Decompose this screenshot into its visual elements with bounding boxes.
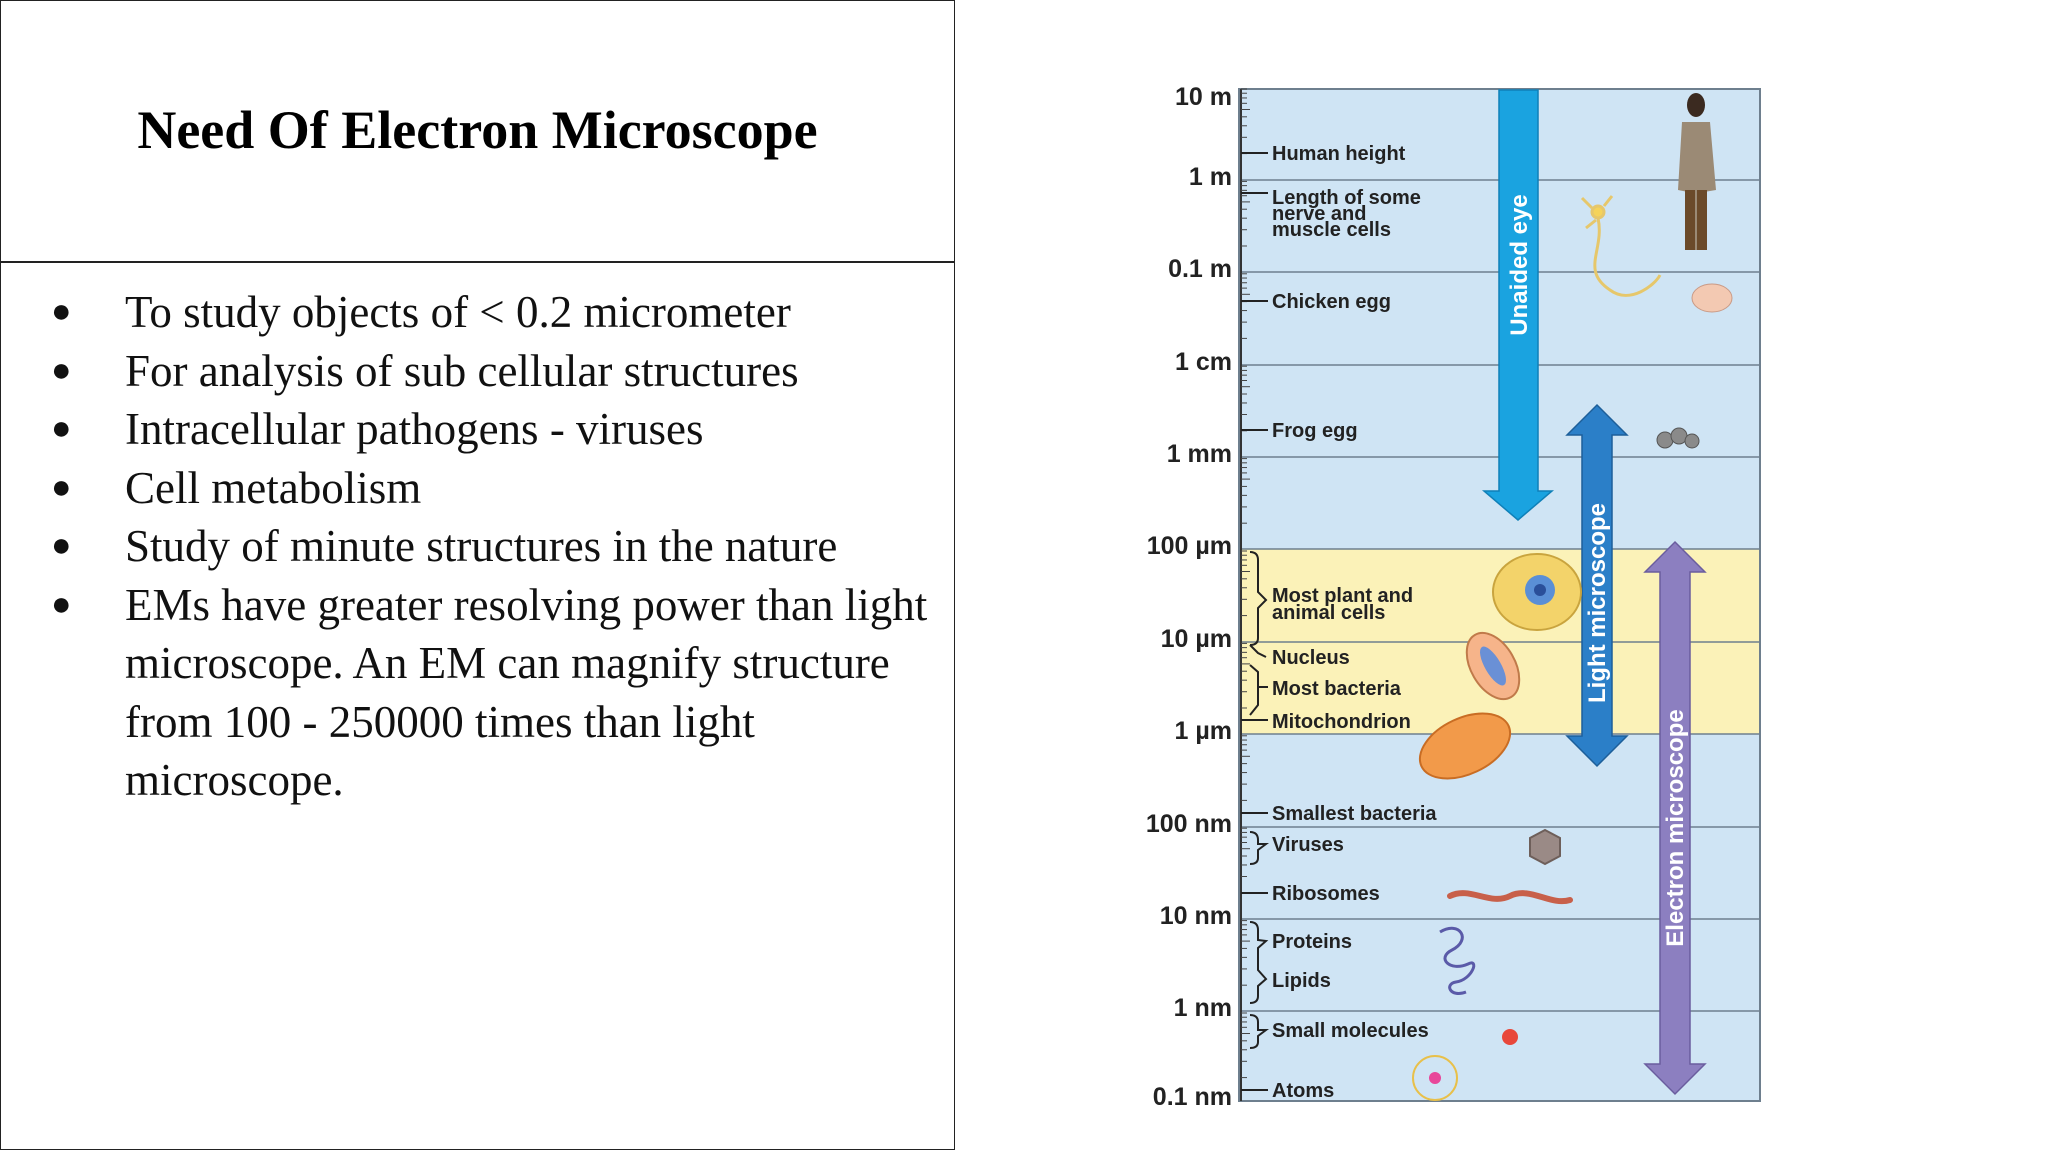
scale-label: 1 m (1189, 163, 1232, 191)
bullet-icon: ● (51, 468, 72, 506)
bullet-icon: ● (51, 351, 72, 389)
frog-egg-icon (1656, 427, 1700, 449)
small-molecule-icon (1502, 1029, 1518, 1045)
item-label: muscle cells (1272, 219, 1391, 241)
item-label: Nucleus (1272, 647, 1350, 669)
bullet-text: To study objects of < 0.2 micrometer (125, 287, 791, 337)
mitochondrion-icon (1418, 712, 1512, 780)
item-label: Smallest bacteria (1272, 803, 1437, 825)
bacterium-icon (1465, 631, 1521, 701)
unaided-eye-arrow (1481, 89, 1555, 521)
item-label: Human height (1272, 143, 1406, 165)
bullet-icon: ● (51, 410, 72, 447)
nerve-cell-icon (1580, 195, 1662, 297)
item-label: Length of some (1272, 187, 1421, 209)
item-label: Proteins (1272, 931, 1352, 953)
item-labels: Human height Length of some nerve and mu… (1272, 143, 1437, 1102)
bullet-icon: ● (51, 585, 72, 623)
light-microscope-arrow (1565, 403, 1629, 768)
item-label: animal cells (1272, 602, 1385, 624)
scale-label: 100 nm (1146, 810, 1232, 838)
scale-border (1238, 88, 1761, 1102)
bullet-text: EMs have greater resolving power than li… (125, 579, 928, 806)
bullet-text: For analysis of sub cellular structures (125, 345, 799, 396)
title-box: Need Of Electron Microscope (1, 1, 954, 263)
scale-label: 1 cm (1175, 348, 1232, 376)
protein-icon (1439, 926, 1476, 995)
scale-label: 1 nm (1174, 994, 1232, 1022)
bullet-item: ● EMs have greater resolving power than l… (51, 576, 931, 810)
item-label: Mitochondrion (1272, 711, 1411, 733)
bullet-list: ● To study objects of < 0.2 micrometer ● F… (51, 283, 931, 810)
bullet-item: ● Intracellular pathogens - viruses (51, 400, 931, 459)
bullet-text: Cell metabolism (125, 462, 422, 513)
scale-label: 0.1 m (1168, 255, 1232, 283)
scale-label: 0.1 nm (1153, 1083, 1232, 1111)
item-label: Most bacteria (1272, 678, 1402, 700)
bullet-icon: ● (51, 527, 72, 564)
minor-ticks (1241, 88, 1250, 1079)
range-labels: Unaided eye Light microscope Electron mi… (1506, 194, 1689, 946)
chicken-egg-icon (1691, 283, 1733, 313)
scale-label: 1 µm (1175, 717, 1232, 745)
electron-microscope-label: Electron microscope (1662, 709, 1689, 946)
light-microscope-label: Light microscope (1584, 503, 1611, 703)
item-label: Viruses (1272, 834, 1344, 856)
electron-microscope-arrow (1643, 540, 1707, 1096)
animal-cell-icon (1492, 553, 1582, 631)
size-scale-diagram: 10 m 1 m 0.1 m 1 cm 1 mm 100 µm 10 µm 1 … (1146, 83, 1761, 1111)
unaided-eye-label: Unaided eye (1506, 194, 1533, 335)
atom-icon (1412, 1055, 1458, 1101)
item-label: nerve and (1272, 203, 1366, 225)
human-figure-icon (1678, 93, 1716, 250)
scale-label: 10 µm (1161, 625, 1232, 653)
item-label: Frog egg (1272, 420, 1358, 442)
scale-label: 10 nm (1160, 902, 1232, 930)
bullet-icon: ● (51, 293, 72, 330)
item-label: Atoms (1272, 1080, 1334, 1102)
item-label: Ribosomes (1272, 883, 1380, 905)
scale-label: 1 mm (1167, 440, 1232, 468)
item-label: Lipids (1272, 970, 1331, 992)
item-label: Chicken egg (1272, 291, 1391, 313)
bullet-item: ● For analysis of sub cellular structures (51, 342, 931, 401)
text-panel: Need Of Electron Microscope ● To study ob… (0, 0, 955, 1150)
bullet-text: Intracellular pathogens - viruses (125, 404, 704, 454)
scale-label: 10 m (1175, 83, 1232, 111)
ribosome-icon (1447, 890, 1573, 905)
virus-icon (1529, 828, 1561, 866)
bullet-item: ● To study objects of < 0.2 micrometer (51, 283, 931, 342)
bullet-text: Study of minute structures in the nature (125, 521, 838, 571)
item-label: Most plant and (1272, 585, 1413, 607)
slide-title: Need Of Electron Microscope (137, 100, 818, 160)
item-leaders (1241, 152, 1269, 1091)
item-label: Small molecules (1272, 1020, 1429, 1042)
scale-label: 100 µm (1147, 532, 1232, 560)
bullet-item: ● Study of minute structures in the natur… (51, 517, 931, 576)
scale-labels: 10 m 1 m 0.1 m 1 cm 1 mm 100 µm 10 µm 1 … (1146, 83, 1232, 1111)
bullet-item: ● Cell metabolism (51, 459, 931, 518)
